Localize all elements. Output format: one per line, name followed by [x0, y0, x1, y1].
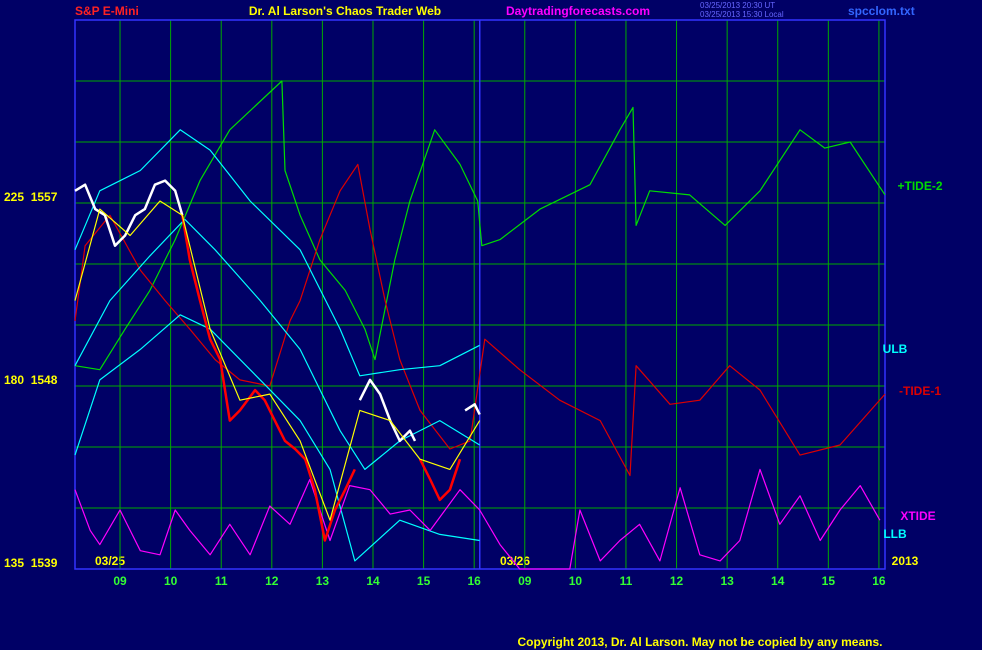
- timestamp: 03/25/2013 20:30 UT: [700, 1, 775, 10]
- x-tick-label: 15: [822, 574, 836, 588]
- x-tick-label: 11: [215, 574, 228, 588]
- file-name: spcclom.txt: [848, 4, 915, 18]
- series-line: [74, 80, 886, 371]
- x-tick-label: 16: [468, 574, 482, 588]
- x-tick-label: 09: [113, 574, 127, 588]
- series-line: [74, 129, 480, 377]
- x-tick-label: 14: [771, 574, 785, 588]
- series-line: [181, 214, 462, 542]
- series-line: [74, 163, 886, 477]
- x-tick-label: 12: [265, 574, 279, 588]
- series-label: LLB: [883, 527, 907, 541]
- x-tick-label: 10: [569, 574, 583, 588]
- timestamp: 03/25/2013 15:30 Local: [700, 10, 784, 19]
- x-tick-label: 10: [164, 574, 178, 588]
- series-line: [74, 468, 881, 570]
- series-label: ULB: [883, 342, 908, 356]
- series-label: -TIDE-1: [899, 384, 941, 398]
- y-tick-label: 180 1548: [4, 373, 58, 387]
- date-label: 03/25: [95, 554, 125, 568]
- date-label: 03/26: [500, 554, 530, 568]
- x-tick-label: 13: [720, 574, 734, 588]
- chart-title: Dr. Al Larson's Chaos Trader Web: [249, 4, 441, 18]
- x-tick-label: 09: [518, 574, 532, 588]
- x-tick-label: 15: [417, 574, 431, 588]
- site: Daytradingforecasts.com: [506, 4, 650, 18]
- instrument: S&P E-Mini: [75, 4, 139, 18]
- series-label: XTIDE: [900, 509, 935, 523]
- y-tick-label: 225 1557: [4, 190, 58, 204]
- series-line: [74, 314, 480, 562]
- x-tick-label: 14: [366, 574, 380, 588]
- year-label: 2013: [892, 554, 919, 568]
- x-tick-label: 16: [872, 574, 886, 588]
- copyright: Copyright 2013, Dr. Al Larson. May not b…: [518, 635, 883, 649]
- y-tick-label: 135 1539: [4, 556, 58, 570]
- series-label: +TIDE-2: [897, 179, 942, 193]
- series-line: [74, 200, 481, 521]
- x-tick-label: 11: [620, 574, 633, 588]
- x-tick-label: 13: [316, 574, 330, 588]
- x-tick-label: 12: [670, 574, 684, 588]
- series-line: [74, 218, 481, 470]
